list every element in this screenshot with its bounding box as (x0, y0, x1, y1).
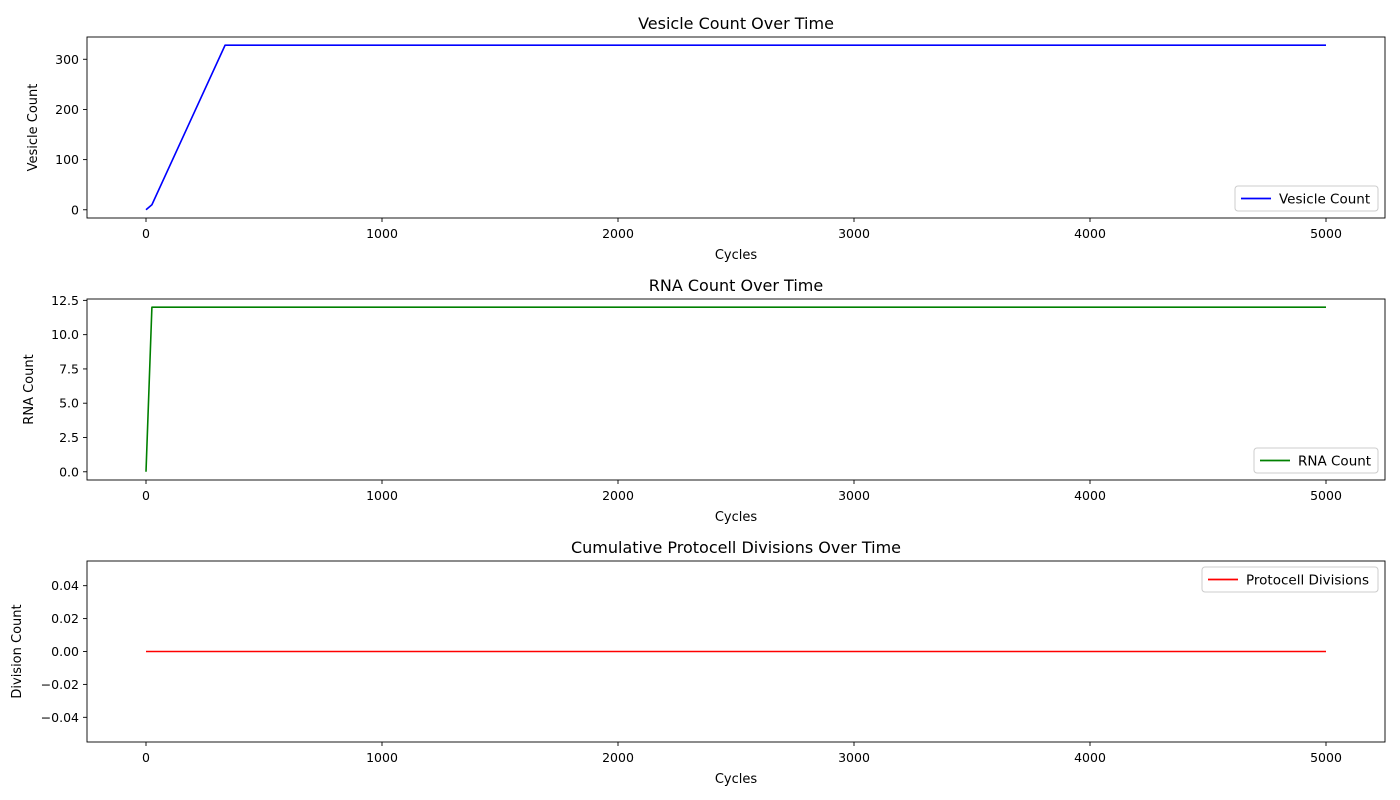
legend-box (1234, 185, 1379, 212)
legend-label: RNA Count (1298, 454, 1371, 470)
chart-title: Vesicle Count Over Time (638, 14, 834, 33)
y-tick-label: −0.02 (41, 677, 79, 692)
y-tick-label: 0.00 (51, 644, 79, 659)
x-tick-label: 5000 (1310, 488, 1342, 503)
y-tick-label: 100 (55, 152, 79, 167)
x-tick-label: 1000 (366, 226, 398, 241)
legend: RNA Count (1253, 447, 1379, 474)
x-tick-label: 2000 (602, 226, 634, 241)
x-tick-label: 2000 (602, 488, 634, 503)
x-tick-label: 0 (142, 488, 150, 503)
y-tick-label: 300 (55, 52, 79, 67)
chart-title: Cumulative Protocell Divisions Over Time (571, 538, 901, 557)
y-axis-label: Vesicle Count (26, 84, 41, 172)
legend-box (1201, 566, 1379, 593)
x-tick-label: 5000 (1310, 226, 1342, 241)
legend-box (1253, 447, 1379, 474)
legend-label: Protocell Divisions (1246, 573, 1369, 589)
y-tick-label: 0 (71, 202, 79, 217)
x-tick-label: 5000 (1310, 750, 1342, 765)
chart-title: RNA Count Over Time (649, 276, 823, 295)
legend: Protocell Divisions (1201, 566, 1379, 593)
x-tick-label: 0 (142, 750, 150, 765)
chart-panel-2: RNA Count Over Time 0 1000 2000 3000 4000 5000… (22, 276, 1386, 525)
y-axis-label: RNA Count (22, 354, 37, 424)
y-tick-label: 12.5 (51, 293, 79, 308)
chart-panel-3: Cumulative Protocell Divisions Over Time… (10, 538, 1386, 787)
y-axis-label: Division Count (10, 604, 25, 698)
x-tick-label: 4000 (1074, 226, 1106, 241)
y-tick-label: 0.02 (51, 611, 79, 626)
y-tick-label: 2.5 (59, 430, 79, 445)
y-tick-label: 200 (55, 102, 79, 117)
x-tick-label: 3000 (838, 488, 870, 503)
x-axis-label: Cycles (715, 772, 758, 787)
x-tick-label: 1000 (366, 488, 398, 503)
y-tick-label: −0.04 (41, 710, 79, 725)
x-tick-label: 2000 (602, 750, 634, 765)
y-tick-label: 0.0 (59, 464, 79, 479)
x-tick-label: 3000 (838, 750, 870, 765)
x-axis-label: Cycles (715, 510, 758, 525)
x-tick-label: 0 (142, 226, 150, 241)
x-tick-label: 4000 (1074, 488, 1106, 503)
x-axis-label: Cycles (715, 248, 758, 263)
x-tick-label: 3000 (838, 226, 870, 241)
y-tick-label: 10.0 (51, 327, 79, 342)
axes-frame (86, 298, 1386, 481)
series-line-1 (145, 44, 1326, 211)
y-tick-label: 7.5 (59, 361, 79, 376)
x-tick-label: 1000 (366, 750, 398, 765)
axes-frame (86, 36, 1386, 219)
x-tick-label: 4000 (1074, 750, 1106, 765)
legend-label: Vesicle Count (1279, 192, 1370, 208)
legend: Vesicle Count (1234, 185, 1379, 212)
y-tick-label: 0.04 (51, 578, 79, 593)
y-tick-label: 5.0 (59, 396, 79, 411)
series-line-1 (145, 306, 1326, 472)
